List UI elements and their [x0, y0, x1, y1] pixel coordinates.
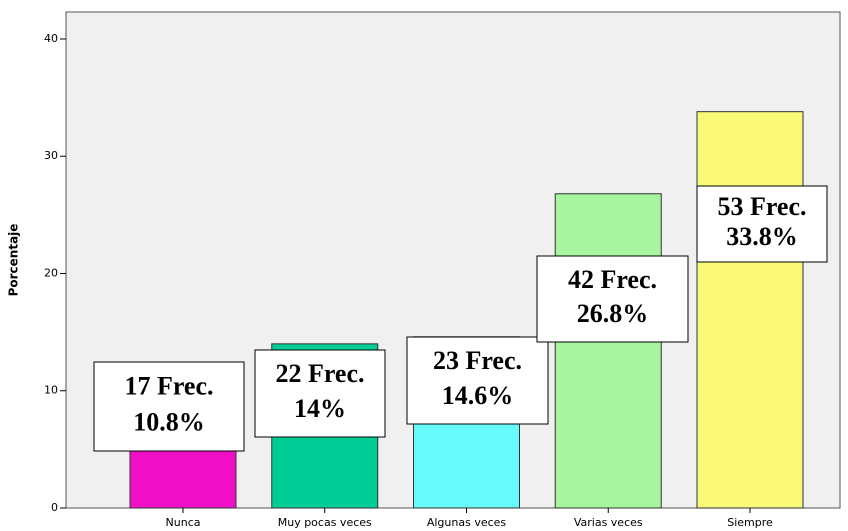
value-label: 14% — [294, 394, 346, 423]
value-label: 14.6% — [442, 381, 514, 410]
y-axis-label: Porcentaje — [7, 224, 21, 297]
value-label: 33.8% — [726, 222, 798, 251]
y-tick-label: 10 — [44, 384, 58, 397]
count-label: 22 Frec. — [275, 359, 364, 388]
x-tick-label: Nunca — [166, 516, 201, 529]
label-box — [254, 349, 386, 438]
y-tick-label: 0 — [51, 501, 58, 514]
x-tick-label: Algunas veces — [427, 516, 507, 529]
value-label: 10.8% — [133, 407, 205, 436]
y-tick-label: 40 — [44, 32, 58, 45]
count-label: 17 Frec. — [124, 372, 213, 401]
count-label: 53 Frec. — [717, 192, 806, 221]
y-tick-label: 20 — [44, 266, 58, 279]
label-box — [93, 361, 245, 452]
x-tick-label: Siempre — [727, 516, 773, 529]
bar — [554, 193, 662, 509]
count-label: 42 Frec. — [568, 265, 657, 294]
value-label: 26.8% — [577, 299, 649, 328]
y-tick-label: 30 — [44, 149, 58, 162]
label-box — [696, 185, 828, 263]
x-tick-label: Muy pocas veces — [278, 516, 372, 529]
label-box — [536, 255, 689, 343]
bar — [696, 111, 804, 509]
x-tick-label: Varias veces — [574, 516, 643, 529]
count-label: 23 Frec. — [433, 346, 522, 375]
label-box — [406, 336, 549, 425]
